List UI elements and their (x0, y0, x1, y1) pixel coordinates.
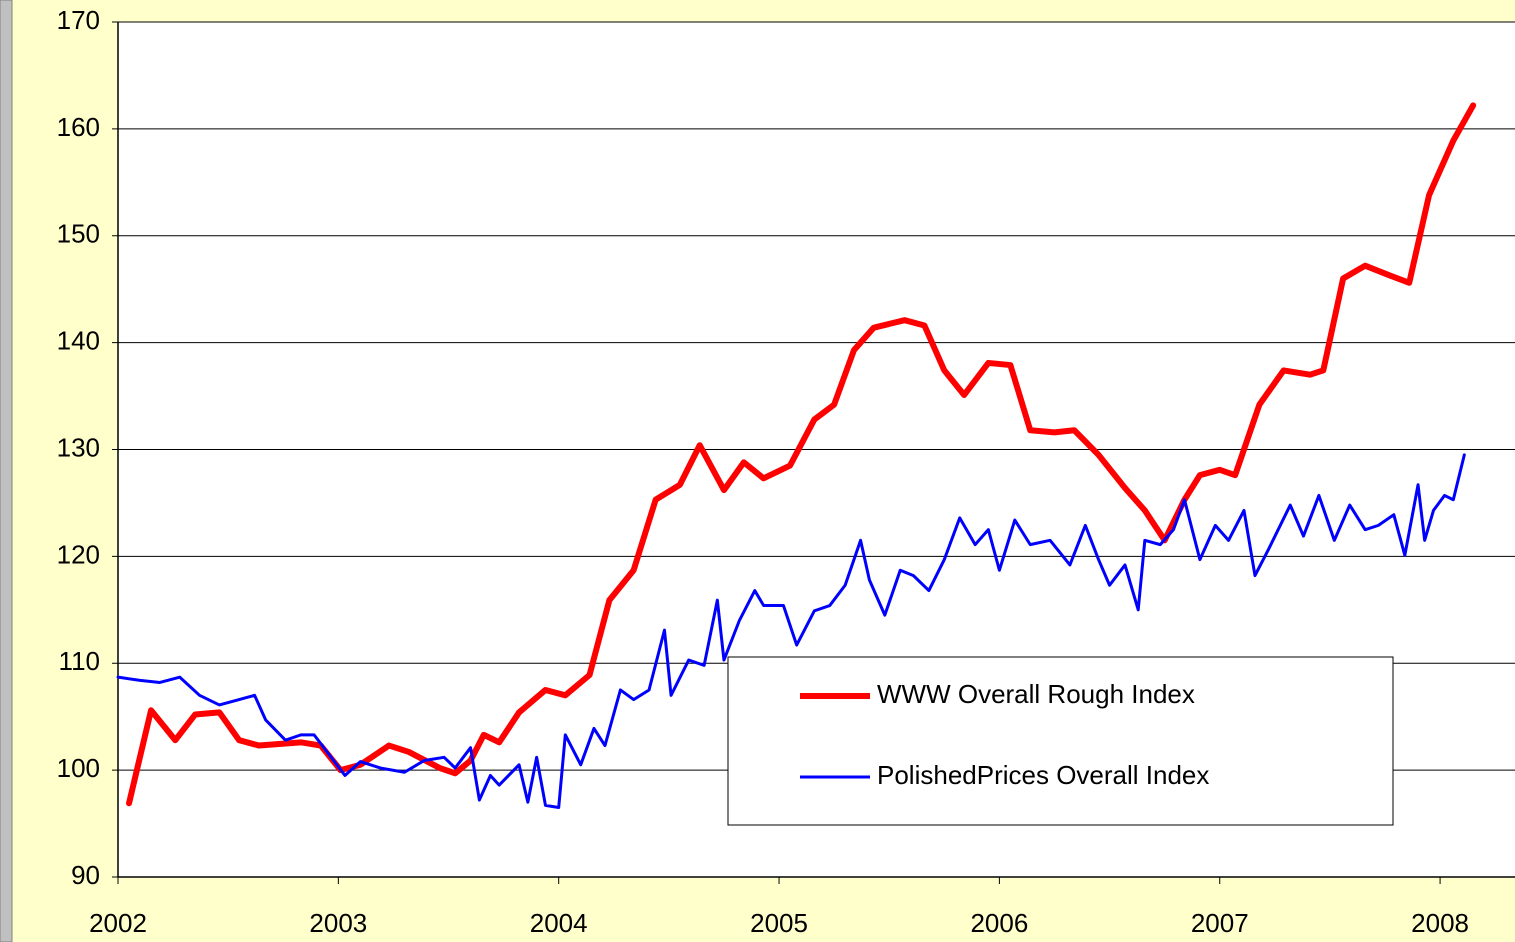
x-tick-label: 2002 (89, 908, 147, 938)
y-tick-label: 140 (57, 326, 100, 356)
legend-label: WWW Overall Rough Index (877, 679, 1195, 709)
y-tick-label: 130 (57, 432, 100, 462)
series-line (126, 102, 1477, 807)
y-tick-label: 90 (71, 860, 100, 890)
y-tick-label: 170 (57, 5, 100, 35)
x-tick-label: 2005 (750, 908, 808, 938)
y-tick-label: 150 (57, 219, 100, 249)
x-tick-label: 2006 (970, 908, 1028, 938)
y-tick-label: 110 (59, 646, 100, 676)
frame-edge (0, 0, 13, 942)
x-tick-label: 2008 (1411, 908, 1469, 938)
x-tick-label: 2007 (1191, 908, 1249, 938)
y-tick-label: 120 (57, 539, 100, 569)
x-tick-label: 2004 (530, 908, 588, 938)
y-tick-label: 160 (57, 112, 100, 142)
legend (727, 656, 1394, 826)
series-line (116, 453, 1466, 810)
y-tick-label: 100 (57, 753, 100, 783)
legend-label: PolishedPrices Overall Index (877, 760, 1209, 790)
x-tick-label: 2003 (309, 908, 367, 938)
